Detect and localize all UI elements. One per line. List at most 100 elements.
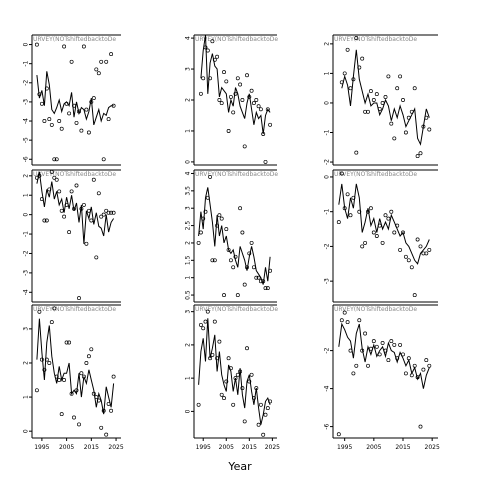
data-point xyxy=(69,59,74,64)
data-point xyxy=(217,339,222,344)
data-point xyxy=(231,110,236,115)
data-point xyxy=(57,378,62,382)
y-tick-label: -1 xyxy=(23,61,30,67)
data-point xyxy=(215,54,220,59)
data-point xyxy=(261,132,266,136)
data-point xyxy=(357,65,362,70)
data-point xyxy=(424,251,429,256)
panel: 0 1 2 3 URVEY(NOTshiftedbacktoDe xyxy=(23,304,121,439)
data-point xyxy=(69,391,74,396)
data-point xyxy=(383,213,388,218)
data-point xyxy=(380,240,385,245)
data-point xyxy=(245,346,249,351)
data-point xyxy=(67,340,72,345)
data-point xyxy=(401,352,405,357)
data-point xyxy=(233,91,238,96)
data-point xyxy=(210,352,215,357)
data-point xyxy=(77,296,81,301)
data-point xyxy=(84,361,89,365)
data-point xyxy=(203,209,208,214)
data-point xyxy=(96,71,101,76)
data-point xyxy=(74,388,79,393)
data-point xyxy=(256,275,261,280)
data-point xyxy=(351,195,356,200)
data-point xyxy=(37,309,42,314)
data-point xyxy=(427,363,432,368)
data-point xyxy=(424,358,429,363)
data-point xyxy=(109,408,114,413)
data-point xyxy=(96,398,101,403)
data-point xyxy=(366,109,370,114)
y-tick-label: -1 xyxy=(23,231,30,237)
data-point xyxy=(348,86,353,91)
data-point xyxy=(64,340,69,345)
panel-title: URVEY(NOTshiftedbacktoDe xyxy=(334,306,417,313)
data-point xyxy=(89,218,94,223)
panel-title: URVEY(NOTshiftedbacktoDe xyxy=(334,171,417,178)
data-point xyxy=(371,339,376,344)
y-tick-label: -6 xyxy=(324,423,331,429)
data-point xyxy=(104,208,109,213)
panel: -2 -4 -6 URVEY(NOTshiftedbacktoDe xyxy=(324,304,438,439)
data-point xyxy=(222,70,226,75)
data-point xyxy=(418,244,423,249)
x-tick-label: 1995 xyxy=(34,444,49,451)
data-point xyxy=(81,202,86,207)
data-point xyxy=(342,206,347,211)
data-point xyxy=(268,268,273,273)
x-tick-label: 2005 xyxy=(219,444,234,451)
data-point xyxy=(242,144,247,149)
x-axis-label: Year xyxy=(227,460,252,473)
data-point xyxy=(99,214,104,219)
data-point xyxy=(67,111,72,116)
data-point xyxy=(357,318,362,323)
data-point xyxy=(42,119,47,123)
data-point xyxy=(360,348,365,353)
data-point xyxy=(268,122,273,127)
data-point xyxy=(212,258,217,263)
data-point xyxy=(386,74,391,79)
data-point xyxy=(57,119,62,123)
data-point xyxy=(374,234,379,238)
y-tick-label: -1 xyxy=(324,129,331,135)
data-point xyxy=(74,120,79,125)
data-point xyxy=(245,265,249,270)
data-point xyxy=(406,356,411,361)
data-point xyxy=(54,177,59,182)
data-point xyxy=(389,209,394,214)
y-tick-label: 2.5 xyxy=(185,221,192,231)
data-point xyxy=(52,175,57,180)
data-point xyxy=(228,94,233,99)
data-point xyxy=(34,175,39,180)
data-point xyxy=(203,319,208,324)
data-point xyxy=(231,265,236,270)
data-point xyxy=(249,240,254,245)
y-tick-label: 0.5 xyxy=(185,290,192,300)
data-point xyxy=(389,121,394,126)
data-point xyxy=(427,127,432,132)
data-point xyxy=(412,293,417,298)
data-point xyxy=(398,74,403,79)
data-point xyxy=(386,216,391,221)
data-point xyxy=(424,115,429,120)
data-point xyxy=(44,218,49,223)
data-point xyxy=(342,71,347,76)
y-tick-label: 4 xyxy=(185,171,192,175)
panel: 2 1 0 -1 -2 -3 -4 URVEY(NOTshiftedbacktoDe xyxy=(23,169,121,303)
data-point xyxy=(205,309,210,314)
y-tick-label: 1 xyxy=(185,276,192,280)
y-tick-label: -2 xyxy=(23,80,30,86)
data-point xyxy=(42,218,47,223)
y-tick-label: -3 xyxy=(324,278,331,284)
data-point xyxy=(72,206,76,211)
data-point xyxy=(106,210,111,215)
x-tick-label: 2005 xyxy=(366,444,381,451)
data-point xyxy=(201,326,206,331)
data-point xyxy=(401,230,405,235)
data-point xyxy=(208,76,213,81)
data-point xyxy=(47,117,52,122)
data-point xyxy=(34,42,39,47)
data-point xyxy=(354,150,359,155)
data-point xyxy=(263,159,268,164)
data-point xyxy=(418,151,423,156)
